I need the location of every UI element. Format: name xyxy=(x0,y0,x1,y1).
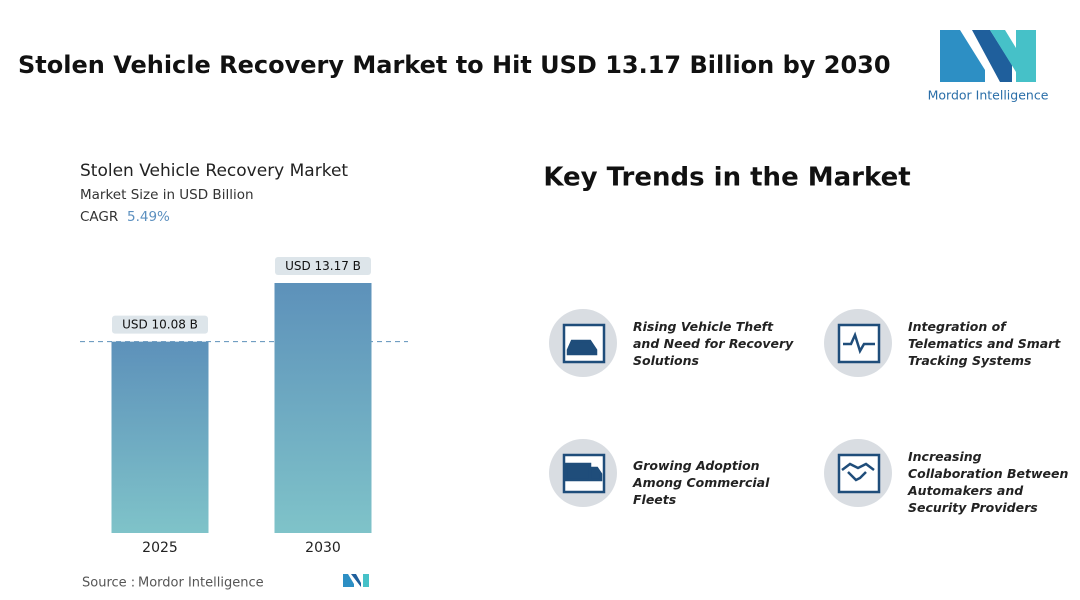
page-title: Stolen Vehicle Recovery Market to Hit US… xyxy=(18,51,891,79)
value-label-bg xyxy=(275,257,371,275)
source-label: Source : xyxy=(82,576,135,591)
logo xyxy=(940,30,1036,82)
cagr-label: CAGR xyxy=(80,209,118,225)
trends-title: Key Trends in the Market xyxy=(543,163,910,193)
x-tick-label: 2025 xyxy=(142,540,178,556)
value-label: USD 10.08 B xyxy=(122,318,198,332)
x-tick-label: 2030 xyxy=(305,540,341,556)
trend-text: Increasing Collaboration Between Automak… xyxy=(908,449,1069,515)
value-label-bg xyxy=(112,315,208,334)
trend-text: Rising Vehicle Theft and Need for Recove… xyxy=(633,319,794,368)
bar xyxy=(274,283,372,533)
logo-text: Mordor Intelligence xyxy=(928,88,1049,103)
cagr-value: 5.49% xyxy=(127,209,170,225)
source: Mordor Intelligence xyxy=(138,576,264,591)
chart-subtitle: Market Size in USD Billion xyxy=(80,187,254,203)
trend-text: Integration of Telematics and Smart Trac… xyxy=(908,319,1061,368)
bar xyxy=(111,341,209,533)
value-label: USD 13.17 B xyxy=(285,259,361,273)
source-logo xyxy=(343,574,369,587)
trend-text: Growing Adoption Among Commercial Fleets xyxy=(633,458,770,507)
icon-glyphs xyxy=(562,323,881,494)
chart-title: Stolen Vehicle Recovery Market xyxy=(80,161,348,181)
